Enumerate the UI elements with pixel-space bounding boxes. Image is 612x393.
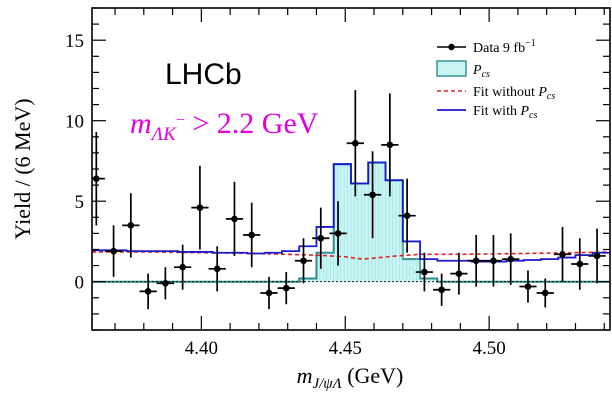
data-point xyxy=(398,178,416,253)
data-marker xyxy=(455,270,463,277)
data-point xyxy=(208,246,226,292)
data-point xyxy=(519,270,537,303)
data-point xyxy=(260,276,278,310)
data-point xyxy=(502,233,520,285)
y-tick-label: 15 xyxy=(65,31,84,52)
data-marker xyxy=(403,212,411,219)
x-axis-label: mJ/ψΛ (GeV) xyxy=(297,363,404,392)
data-marker xyxy=(179,263,186,271)
fit-with-pcs xyxy=(92,161,610,263)
axis-ticks xyxy=(92,7,610,331)
fit-without-pcs xyxy=(92,251,610,260)
data-marker xyxy=(369,191,376,199)
data-marker xyxy=(421,268,428,276)
y-tick-label: 0 xyxy=(75,273,85,294)
data-point xyxy=(92,131,105,226)
data-point xyxy=(363,151,382,239)
data-marker xyxy=(524,283,532,290)
legend-label-pcs: P xyxy=(472,63,482,78)
data-point xyxy=(225,181,244,256)
data-marker xyxy=(300,257,307,265)
svg-text:Fit without Pcs: Fit without Pcs xyxy=(473,85,555,102)
fit-without-pcs-curve xyxy=(92,251,610,260)
data-point xyxy=(536,278,554,308)
data-point xyxy=(381,93,399,197)
data-point xyxy=(139,273,157,310)
data-marker xyxy=(438,286,445,294)
data-point xyxy=(571,238,589,290)
data-marker xyxy=(352,139,359,147)
data-point xyxy=(104,225,123,277)
data-marker xyxy=(213,265,221,273)
svg-text:Pcs: Pcs xyxy=(472,63,490,80)
data-point xyxy=(294,238,313,284)
data-point xyxy=(312,207,330,269)
data-point xyxy=(415,252,434,292)
data-marker xyxy=(265,289,273,297)
data-point xyxy=(588,228,606,284)
data-marker xyxy=(541,289,549,297)
svg-text:Data 9 fb−1: Data 9 fb−1 xyxy=(473,38,536,56)
legend-item-fit-without: Fit without Pcs xyxy=(437,85,555,102)
data-marker xyxy=(110,247,117,255)
data-point xyxy=(450,252,468,295)
data-point xyxy=(243,202,261,268)
legend: Data 9 fb−1 Pcs Fit without Pcs Fit with… xyxy=(436,38,555,121)
experiment-label: LHCb xyxy=(165,58,242,91)
data-marker xyxy=(231,215,238,223)
mass-cut-label: mΛK− > 2.2 GeV xyxy=(130,107,319,145)
x-tick-label: 4.45 xyxy=(329,338,362,359)
data-point xyxy=(433,273,451,306)
legend-label-fit-without: Fit without xyxy=(473,85,538,100)
data-marker xyxy=(507,255,515,263)
data-marker xyxy=(490,257,497,265)
data-point xyxy=(277,272,295,305)
data-point xyxy=(553,226,572,282)
data-points xyxy=(92,90,606,310)
axis-tick-labels: 4.40 4.45 4.50 0 5 10 15 xyxy=(65,31,506,359)
data-marker xyxy=(93,175,100,182)
legend-item-data: Data 9 fb−1 xyxy=(437,38,536,56)
x-tick-label: 4.40 xyxy=(185,338,218,359)
data-marker xyxy=(317,234,325,242)
y-tick-label: 5 xyxy=(75,192,85,213)
data-point xyxy=(156,267,175,300)
legend-item-pcs: Pcs xyxy=(436,60,490,80)
y-tick-label: 10 xyxy=(65,112,84,133)
data-marker xyxy=(196,204,204,211)
data-point xyxy=(329,201,347,266)
legend-label-data: Data 9 fb xyxy=(473,41,525,56)
data-marker xyxy=(248,231,256,239)
data-marker xyxy=(386,141,394,149)
plot-area xyxy=(92,90,610,310)
data-marker xyxy=(576,260,584,268)
data-point xyxy=(174,244,192,290)
data-marker xyxy=(144,288,152,295)
data-marker xyxy=(334,230,342,237)
x-tick-label: 4.50 xyxy=(473,338,506,359)
data-marker xyxy=(162,280,169,287)
data-point xyxy=(122,193,140,258)
data-marker xyxy=(559,251,566,258)
data-marker xyxy=(472,257,480,265)
fit-with-pcs-curve xyxy=(92,161,610,263)
legend-item-fit-with: Fit with Pcs xyxy=(437,104,537,121)
data-marker xyxy=(593,252,601,260)
data-marker xyxy=(282,284,290,292)
data-point xyxy=(484,235,503,287)
data-marker xyxy=(127,222,135,229)
legend-label-fit-with: Fit with xyxy=(473,104,520,119)
svg-text:Fit with Pcs: Fit with Pcs xyxy=(473,104,537,121)
data-point xyxy=(467,235,485,287)
y-axis-label: Yield / (6 MeV) xyxy=(10,98,35,239)
data-point xyxy=(346,90,364,197)
data-point xyxy=(191,165,209,250)
